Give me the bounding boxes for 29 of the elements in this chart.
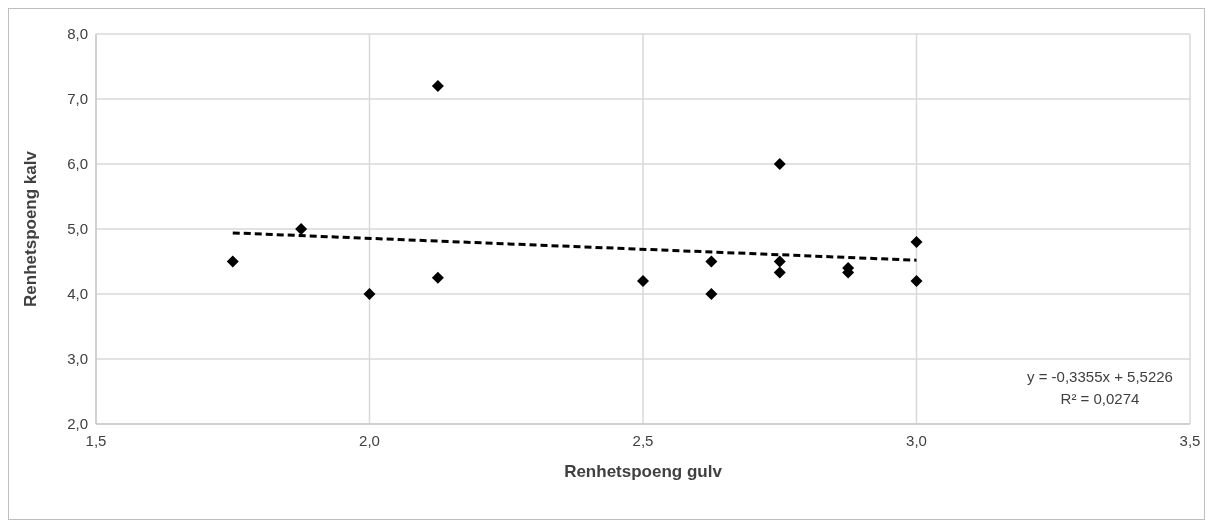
y-tick-label: 7,0 <box>67 90 88 107</box>
point <box>910 275 923 287</box>
point <box>226 255 239 268</box>
point <box>705 288 718 300</box>
y-tick-label: 4,0 <box>67 285 88 302</box>
point <box>637 275 649 287</box>
y-tick-label: 5,0 <box>67 220 88 237</box>
point <box>431 80 444 92</box>
point <box>773 266 786 279</box>
annotation: R² = 0,0274 <box>1060 390 1140 407</box>
x-tick-label: 3,0 <box>906 432 927 449</box>
x-tick-label: 2,5 <box>632 432 654 449</box>
x-tick-label: 1,5 <box>85 432 107 449</box>
y-tick-label: 6,0 <box>67 155 88 172</box>
x-tick-label: 2,0 <box>359 432 380 449</box>
y-tick-label: 2,0 <box>67 415 88 432</box>
point <box>773 158 786 170</box>
annotation: y = -0,3355x + 5,5226 <box>1027 368 1173 385</box>
point <box>910 236 923 248</box>
x-tick-label: 3,5 <box>1179 432 1201 449</box>
y-tick-label: 8,0 <box>67 25 88 42</box>
y-axis-title: Renhetspoeng kalv <box>21 150 40 307</box>
point <box>363 288 376 300</box>
point <box>431 271 444 284</box>
point <box>705 255 718 268</box>
x-axis-title: Renhetspoeng gulv <box>564 462 723 481</box>
y-tick-label: 3,0 <box>67 350 88 367</box>
point <box>773 255 786 268</box>
point <box>295 223 308 235</box>
